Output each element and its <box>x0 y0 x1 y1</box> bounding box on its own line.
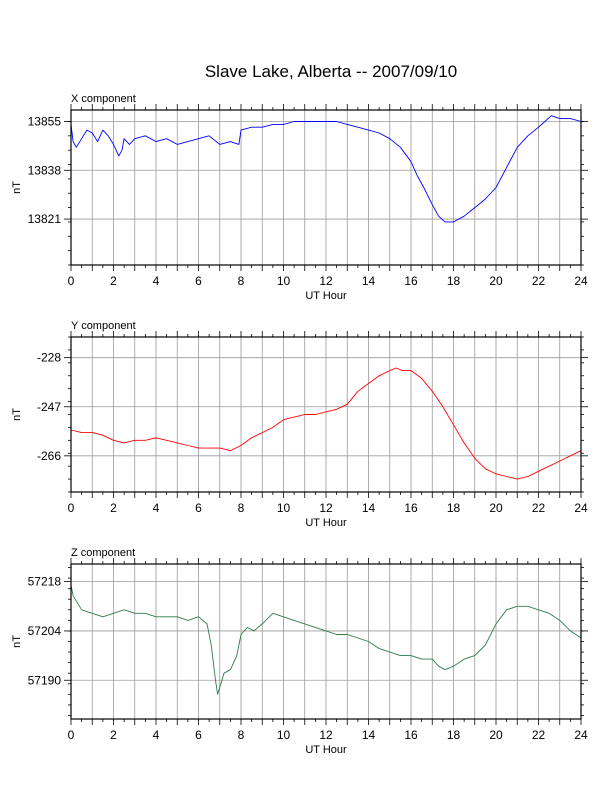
z-x-tick-label: 14 <box>362 728 376 742</box>
x-x-tick-label: 22 <box>532 274 546 288</box>
z-y-tick-label: 57190 <box>28 673 62 687</box>
y-y-tick-label: -266 <box>37 449 61 463</box>
z-component-label: Z component <box>71 547 135 559</box>
x-x-tick-label: 10 <box>277 274 291 288</box>
y-x-tick-label: 12 <box>319 501 333 515</box>
z-x-tick-label: 0 <box>68 728 75 742</box>
z-y-tick-label: 57204 <box>28 624 62 638</box>
y-x-tick-label: 18 <box>447 501 461 515</box>
z-x-tick-label: 10 <box>277 728 291 742</box>
z-x-axis-title: UT Hour <box>305 744 347 756</box>
y-x-tick-label: 16 <box>404 501 418 515</box>
x-component-series-line <box>70 115 582 223</box>
x-y-tick-label: 13855 <box>28 114 62 128</box>
y-x-tick-label: 22 <box>532 501 546 515</box>
y-x-tick-label: 2 <box>110 501 117 515</box>
y-plot-frame <box>70 336 582 493</box>
y-y-tick-label: -228 <box>37 351 61 365</box>
z-x-tick-label: 18 <box>447 728 461 742</box>
x-x-tick-label: 24 <box>574 274 588 288</box>
y-x-tick-label: 20 <box>489 501 503 515</box>
z-x-tick-label: 2 <box>110 728 117 742</box>
z-x-tick-label: 24 <box>574 728 588 742</box>
z-x-tick-label: 20 <box>489 728 503 742</box>
z-x-tick-label: 4 <box>153 728 160 742</box>
x-x-tick-label: 4 <box>153 274 160 288</box>
y-x-tick-label: 6 <box>195 501 202 515</box>
y-y-tick-label: -247 <box>37 400 61 414</box>
z-y-axis-title: nT <box>11 635 23 648</box>
x-x-tick-label: 14 <box>362 274 376 288</box>
x-component-label: X component <box>71 93 136 105</box>
y-x-axis-title: UT Hour <box>305 517 347 529</box>
y-x-tick-label: 24 <box>574 501 588 515</box>
y-x-tick-label: 14 <box>362 501 376 515</box>
z-x-tick-label: 6 <box>195 728 202 742</box>
y-x-tick-label: 4 <box>153 501 160 515</box>
x-x-tick-label: 6 <box>195 274 202 288</box>
y-x-tick-label: 8 <box>238 501 245 515</box>
x-x-tick-label: 18 <box>447 274 461 288</box>
y-x-tick-label: 10 <box>277 501 291 515</box>
z-y-tick-label: 57218 <box>28 575 62 589</box>
x-plot-frame <box>70 109 582 266</box>
x-y-axis-title: nT <box>11 181 23 194</box>
figure-title: Slave Lake, Alberta -- 2007/09/10 <box>205 62 457 81</box>
z-component-series-line <box>70 585 582 695</box>
x-x-tick-label: 12 <box>319 274 333 288</box>
x-x-tick-label: 2 <box>110 274 117 288</box>
z-x-tick-label: 12 <box>319 728 333 742</box>
x-y-tick-label: 13821 <box>28 212 62 226</box>
x-x-tick-label: 8 <box>238 274 245 288</box>
y-y-axis-title: nT <box>11 408 23 421</box>
y-component-label: Y component <box>71 320 136 332</box>
z-x-tick-label: 16 <box>404 728 418 742</box>
y-x-tick-label: 0 <box>68 501 75 515</box>
x-x-tick-label: 20 <box>489 274 503 288</box>
x-x-tick-label: 0 <box>68 274 75 288</box>
x-x-axis-title: UT Hour <box>305 290 347 302</box>
x-x-tick-label: 16 <box>404 274 418 288</box>
x-y-tick-label: 13838 <box>28 163 62 177</box>
z-x-tick-label: 8 <box>238 728 245 742</box>
z-plot-frame <box>70 563 582 720</box>
z-x-tick-label: 22 <box>532 728 546 742</box>
y-component-series-line <box>70 367 582 480</box>
